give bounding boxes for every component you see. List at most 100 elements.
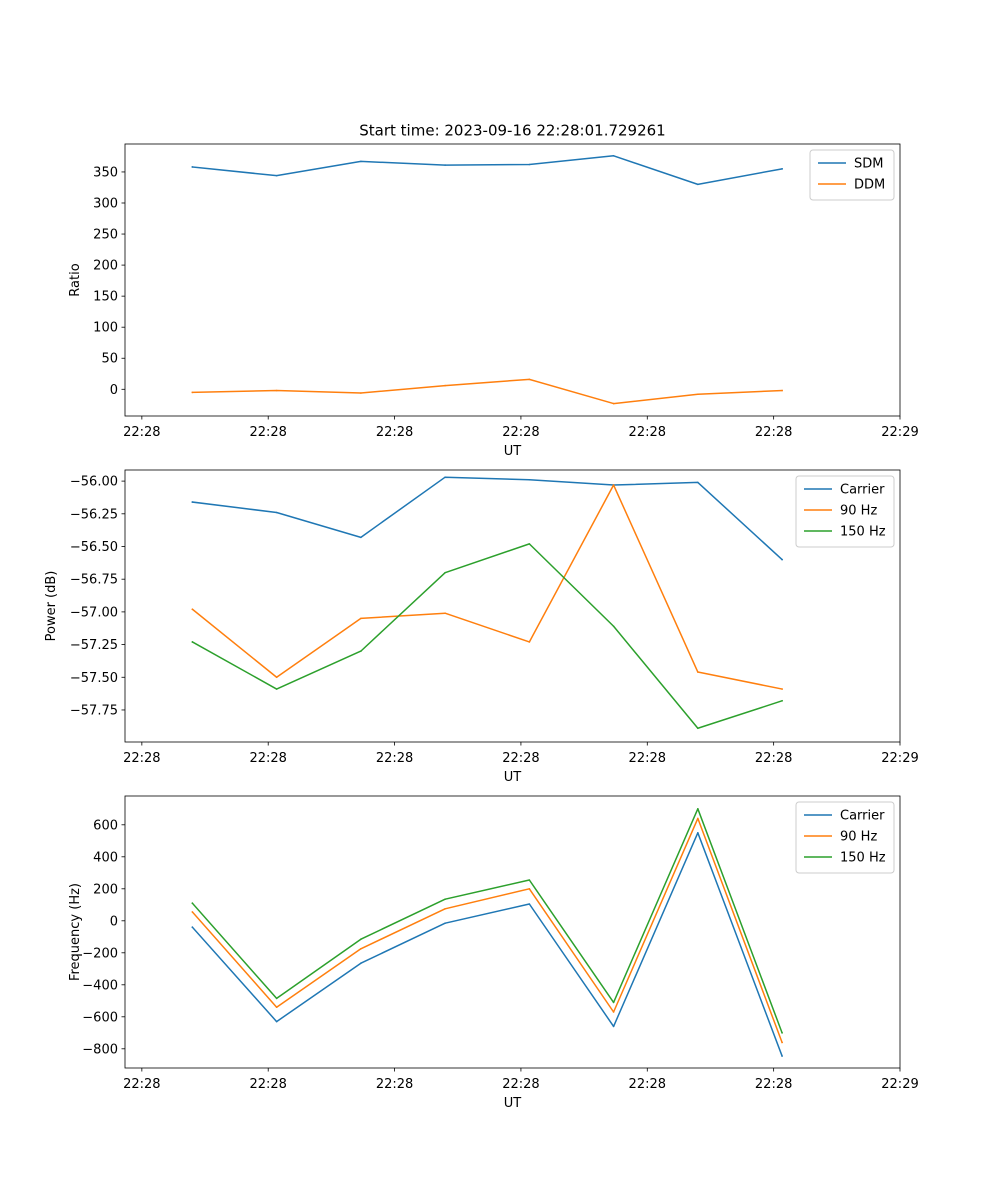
ratio-data-point-ddm xyxy=(697,393,699,396)
frequency-x-tick-label: 22:28 xyxy=(755,1077,792,1092)
power-series-line-150-hz xyxy=(191,543,784,730)
power-data-point-150-hz xyxy=(612,625,615,628)
frequency-y-tick-label: −400 xyxy=(82,978,118,993)
power-panel: 22:28 22:28 22:28 22:28 22:28 22:28 22:29 −56.0… xyxy=(44,469,919,785)
frequency-data-point-90-hz xyxy=(444,908,446,910)
frequency-data-point-150-hz xyxy=(528,879,531,881)
ratio-data-point-sdm xyxy=(697,183,699,186)
frequency-data-point-90-hz xyxy=(612,1011,615,1013)
frequency-data-point-150-hz xyxy=(697,808,699,810)
subplots: 22:28 22:28 22:28 22:28 22:28 22:28 22:29 0 50 10… xyxy=(44,143,919,1111)
ratio-y-tick-label: 350 xyxy=(93,165,118,180)
ratio-x-tick-label: 22:28 xyxy=(376,425,413,440)
frequency-series-line-carrier xyxy=(191,832,784,1057)
power-y-tick-label: −57.00 xyxy=(70,605,118,620)
power-x-tick-label: 22:28 xyxy=(502,751,539,766)
frequency-data-point-carrier xyxy=(612,1025,615,1028)
ratio-data-point-sdm xyxy=(360,160,362,163)
ratio-data-point-ddm xyxy=(612,402,615,405)
power-data-point-150-hz xyxy=(697,727,699,730)
ratio-x-tick-label: 22:29 xyxy=(881,425,918,440)
frequency-y-tick-label: −800 xyxy=(82,1042,118,1057)
ratio-y-tick-label: 300 xyxy=(93,196,118,211)
frequency-data-point-carrier xyxy=(697,832,699,834)
ratio-legend: SDM DDM xyxy=(809,149,895,201)
power-y-tick-label: −56.50 xyxy=(70,540,118,555)
power-data-point-90-hz xyxy=(528,641,531,643)
ratio-series-line-sdm xyxy=(191,155,783,186)
power-data-point-150-hz xyxy=(275,688,278,690)
frequency-data-point-90-hz xyxy=(528,888,531,890)
power-data-point-90-hz xyxy=(360,617,362,620)
power-data-point-90-hz xyxy=(275,676,278,679)
ratio-axes-frame xyxy=(124,143,901,417)
ratio-data-point-sdm xyxy=(444,164,446,166)
frequency-legend-box xyxy=(795,801,895,874)
ratio-y-tick-label: 150 xyxy=(93,290,118,305)
frequency-data-point-150-hz xyxy=(612,1001,615,1004)
power-data-point-150-hz xyxy=(444,571,446,574)
frequency-x-tick-label: 22:28 xyxy=(376,1077,413,1092)
power-data-point-90-hz xyxy=(444,612,446,614)
power-data-point-carrier xyxy=(275,511,278,514)
ratio-y-tick-label: 0 xyxy=(110,383,118,398)
power-data-point-150-hz xyxy=(781,700,783,702)
power-data-point-150-hz xyxy=(191,641,194,643)
frequency-data-point-carrier xyxy=(528,903,531,905)
ratio-legend-label-ddm: DDM xyxy=(854,178,885,193)
ratio-x-tick-label: 22:28 xyxy=(502,425,539,440)
power-data-point-90-hz xyxy=(612,484,615,486)
power-y-tick-label: −57.25 xyxy=(70,638,118,653)
power-data-point-90-hz xyxy=(781,688,783,690)
frequency-y-tick-label: 600 xyxy=(93,818,118,833)
frequency-axes-frame xyxy=(124,795,901,1069)
ratio-x-tick-label: 22:28 xyxy=(629,425,666,440)
frequency-x-tick-label: 22:28 xyxy=(249,1077,286,1092)
frequency-y-axis-label: Frequency (Hz) xyxy=(68,883,83,981)
ratio-data-point-sdm xyxy=(275,174,278,177)
power-y-axis-label: Power (dB) xyxy=(44,571,59,642)
power-data-point-carrier xyxy=(444,476,446,478)
frequency-legend-label-150-hz: 150 Hz xyxy=(840,851,886,866)
power-x-tick-label: 22:28 xyxy=(629,751,666,766)
power-y-tick-label: −57.75 xyxy=(70,703,118,718)
frequency-legend-label-carrier: Carrier xyxy=(840,809,885,824)
power-y-tick-label: −56.75 xyxy=(70,573,118,588)
ratio-panel: 22:28 22:28 22:28 22:28 22:28 22:28 22:29 0 50 10… xyxy=(68,143,919,459)
power-x-axis-label: UT xyxy=(504,770,522,785)
frequency-x-tick-label: 22:28 xyxy=(123,1077,160,1092)
frequency-x-tick-label: 22:28 xyxy=(629,1077,666,1092)
power-legend-label-90-hz: 90 Hz xyxy=(840,504,877,519)
power-y-tick-label: −57.50 xyxy=(70,671,118,686)
frequency-data-point-90-hz xyxy=(697,817,699,820)
power-axes-frame xyxy=(124,469,901,743)
power-data-point-carrier xyxy=(528,479,531,481)
frequency-data-point-150-hz xyxy=(444,898,446,900)
figure-title: Start time: 2023-09-16 22:28:01.729261 xyxy=(359,122,665,140)
power-x-tick-label: 22:28 xyxy=(123,751,160,766)
ratio-y-tick-label: 100 xyxy=(93,321,118,336)
ratio-series-line-ddm xyxy=(191,378,783,405)
power-legend: Carrier 90 Hz 150 Hz xyxy=(795,475,895,548)
ratio-data-point-sdm xyxy=(612,155,615,157)
frequency-data-point-carrier xyxy=(275,1020,278,1023)
ratio-x-axis-label: UT xyxy=(504,444,522,459)
ratio-data-point-ddm xyxy=(781,389,783,392)
frequency-x-axis-label: UT xyxy=(504,1096,522,1111)
frequency-data-point-90-hz xyxy=(781,1041,783,1044)
ratio-y-tick-label: 50 xyxy=(101,352,118,367)
frequency-data-point-150-hz xyxy=(275,997,278,1000)
ratio-y-tick-label: 200 xyxy=(93,259,118,274)
ratio-x-tick-label: 22:28 xyxy=(755,425,792,440)
ratio-data-point-sdm xyxy=(191,166,194,168)
ratio-data-point-ddm xyxy=(191,391,194,394)
ratio-data-point-sdm xyxy=(781,168,783,170)
frequency-y-tick-label: 0 xyxy=(110,914,118,929)
frequency-data-point-150-hz xyxy=(360,938,362,940)
power-x-tick-label: 22:28 xyxy=(376,751,413,766)
ratio-y-tick-label: 250 xyxy=(93,228,118,243)
power-data-point-90-hz xyxy=(191,608,194,611)
power-data-point-90-hz xyxy=(697,671,699,673)
frequency-y-tick-label: 400 xyxy=(93,850,118,865)
